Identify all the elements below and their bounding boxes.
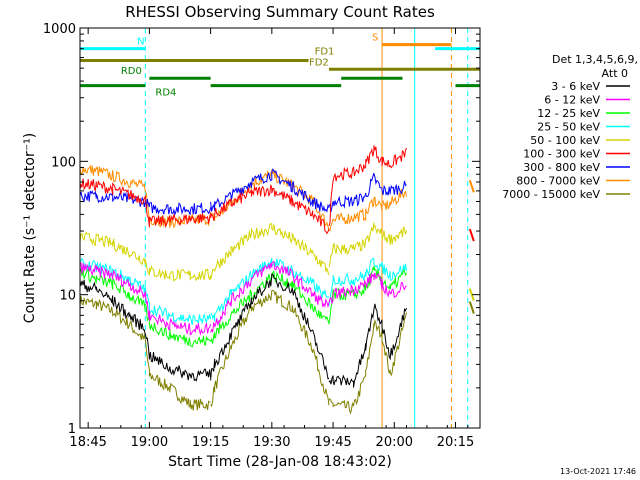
series-line <box>210 168 330 213</box>
legend-entry-label: 25 - 50 keV <box>537 121 600 134</box>
series-line <box>210 270 330 344</box>
x-tick-label: 19:00 <box>131 435 168 450</box>
flag-label-rd0: RD0 <box>121 66 142 77</box>
tail-mark <box>468 301 475 314</box>
series-line <box>144 291 212 336</box>
flag-label-n: N <box>137 37 144 48</box>
legend-header-attenuator: Att 0 <box>602 67 628 80</box>
legend-entry-label: 12 - 25 keV <box>537 107 600 120</box>
legend-entry-label: 7000 - 15000 keV <box>502 188 600 201</box>
series-line <box>210 289 330 408</box>
x-axis-label: Start Time (28-Jan-08 18:43:02) <box>168 454 392 470</box>
series-line <box>210 184 330 235</box>
tail-mark <box>468 228 475 242</box>
series-line <box>144 333 212 382</box>
footer-date: 13-Oct-2021 17:46 <box>560 467 636 476</box>
x-tick-label: 20:00 <box>376 435 413 450</box>
y-tick-label: 1 <box>68 422 76 437</box>
x-tick-label: 19:30 <box>253 435 290 450</box>
series-line <box>80 231 146 266</box>
series-line <box>80 279 146 335</box>
series-line <box>80 178 146 205</box>
series-line <box>80 262 146 299</box>
series-line <box>80 190 146 207</box>
y-tick-label: 1000 <box>43 22 76 37</box>
series-line <box>80 295 146 340</box>
series-line <box>144 196 212 217</box>
y-tick-label: 10 <box>59 289 76 304</box>
legend-header-detectors: Det 1,3,4,5,6,9, <box>552 53 638 66</box>
tail-mark <box>468 179 475 193</box>
series-line <box>144 287 212 326</box>
flag-label-fd2: FD2 <box>309 57 329 68</box>
legend-entry-label: 300 - 800 keV <box>523 161 600 174</box>
vertical-markers <box>144 28 469 428</box>
legend-entry-label: 100 - 300 keV <box>523 148 600 161</box>
series-line <box>144 303 211 348</box>
legend-entry-label: 50 - 100 keV <box>530 134 600 147</box>
series-300-800-kev <box>80 168 407 217</box>
series-line <box>144 259 212 282</box>
y-axis-label: Count Rate (s⁻¹ detector⁻¹) <box>22 133 38 323</box>
legend-entry-label: 6 - 12 keV <box>544 94 600 107</box>
series-line <box>80 257 146 294</box>
series-line <box>328 303 407 388</box>
series-line <box>328 312 407 415</box>
series-line <box>328 222 407 268</box>
series-3-6-kev <box>80 273 407 388</box>
chart-title: RHESSI Observing Summary Count Rates <box>125 3 435 21</box>
series-line <box>328 258 407 306</box>
legend-entry-label: 800 - 7000 keV <box>516 175 600 188</box>
series-line <box>328 172 407 212</box>
legend-entry-label: 3 - 6 keV <box>551 80 600 93</box>
x-tick-label: 20:15 <box>437 435 474 450</box>
series-line <box>144 339 211 411</box>
series-line <box>210 260 330 334</box>
series-line <box>328 272 407 304</box>
axis-ticks: 18:45 19:00 19:15 19:30 19:45 20:00 20:15 1 10 10… <box>43 22 480 450</box>
flag-label-rd4: RD4 <box>155 88 176 99</box>
series-6-12-kev <box>80 260 407 336</box>
series-line <box>328 145 407 227</box>
flag-label-fd1: FD1 <box>315 47 335 58</box>
x-tick-label: 19:45 <box>314 435 351 450</box>
series-line <box>80 267 146 312</box>
y-tick-label: 100 <box>51 155 76 170</box>
series-12-25-kev <box>80 265 407 348</box>
flag-label-s: S <box>372 33 378 44</box>
series-line <box>210 273 330 381</box>
series-line <box>328 265 407 324</box>
series-line <box>210 222 330 280</box>
series-50-100-kev <box>80 222 407 282</box>
series-layer <box>80 145 475 415</box>
series-7000-15000-kev <box>80 289 407 415</box>
x-tick-label: 18:45 <box>69 435 106 450</box>
tail-mark <box>468 288 475 301</box>
series-100-300-kev <box>80 145 407 235</box>
plot-frame <box>79 27 481 429</box>
series-line <box>144 195 212 229</box>
series-line <box>80 164 146 193</box>
series-line <box>328 188 407 232</box>
x-tick-label: 19:15 <box>192 435 229 450</box>
